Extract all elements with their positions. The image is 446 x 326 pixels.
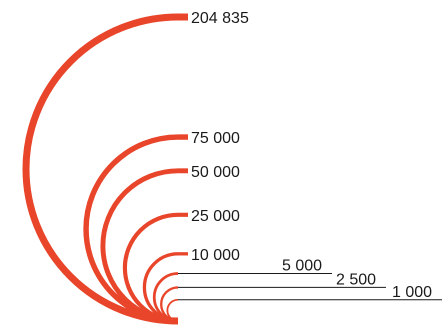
arc-label-10000: 10 000 <box>191 247 240 264</box>
arc-label-50000: 50 000 <box>191 164 240 181</box>
arc-label-5000: 5 000 <box>282 258 322 275</box>
arc-label-1000: 1 000 <box>392 284 432 301</box>
arc-label-204835: 204 835 <box>191 10 249 27</box>
arc-label-2500: 2 500 <box>336 271 376 288</box>
arc-label-group: 204 835 75 000 50 000 25 000 10 000 5 000 2 50… <box>191 10 432 301</box>
arc-label-25000: 25 000 <box>191 208 240 225</box>
arc-50000 <box>100 168 179 324</box>
arc-204835 <box>22 13 179 325</box>
leader-line-group <box>178 273 442 301</box>
arc-label-75000: 75 000 <box>191 130 240 147</box>
arc-25000 <box>122 212 179 324</box>
arc-1000 <box>166 298 179 322</box>
arc-group <box>22 13 188 325</box>
